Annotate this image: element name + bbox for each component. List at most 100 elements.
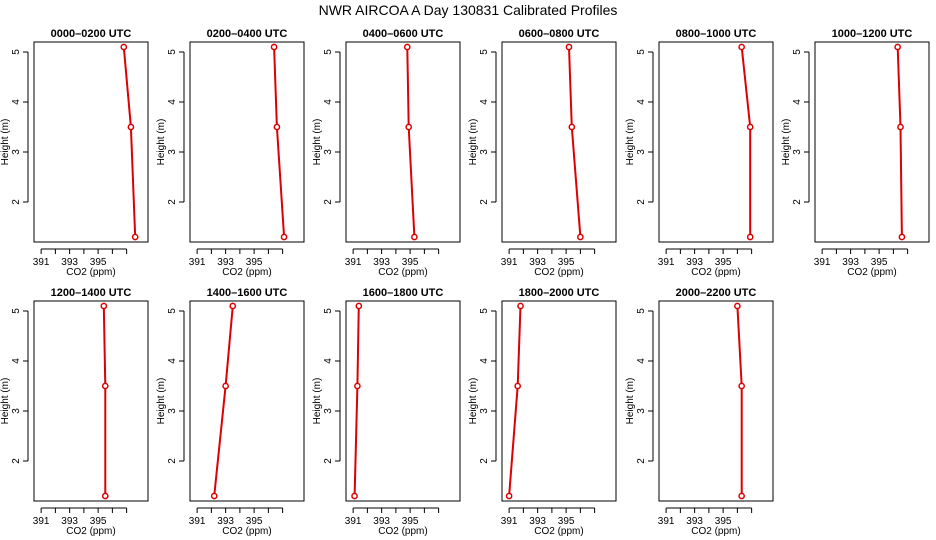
y-tick-label: 2 — [323, 199, 334, 205]
y-tick-label: 3 — [11, 408, 22, 414]
y-tick-label: 5 — [11, 308, 22, 314]
data-point — [738, 382, 746, 390]
y-tick-label: 3 — [636, 149, 647, 155]
data-point — [273, 123, 281, 131]
x-tick-label: 395 — [246, 516, 263, 527]
data-point — [210, 492, 218, 500]
x-tick-label: 393 — [529, 516, 546, 527]
panel-title: 1200–1400 UTC — [51, 287, 132, 299]
data-point — [351, 492, 358, 500]
y-tick-label: 3 — [479, 149, 490, 155]
x-axis-label: CO2 (ppm) — [847, 267, 896, 278]
data-point — [355, 302, 363, 310]
panel-title: 0400–0600 UTC — [363, 28, 444, 40]
y-tick-label: 2 — [636, 458, 647, 464]
y-tick-label: 5 — [167, 49, 178, 55]
y-axis-label: Height (m) — [625, 378, 636, 425]
y-tick-label: 3 — [11, 149, 22, 155]
y-axis-label: Height (m) — [468, 119, 479, 166]
x-axis-label: CO2 (ppm) — [222, 526, 271, 537]
x-axis-label: CO2 (ppm) — [534, 267, 583, 278]
profile-line — [736, 305, 743, 496]
profile-line — [273, 46, 286, 238]
panel-title: 2000–2200 UTC — [676, 287, 757, 299]
data-point — [354, 382, 361, 390]
x-tick-label: 393 — [217, 257, 234, 268]
y-tick-label: 4 — [11, 99, 22, 105]
x-tick-label: 391 — [345, 516, 362, 527]
data-point — [405, 123, 413, 131]
x-tick-label: 395 — [715, 516, 732, 527]
data-point — [403, 43, 411, 51]
data-point — [131, 233, 139, 241]
profile-line — [213, 305, 234, 497]
y-tick-label: 4 — [323, 99, 334, 105]
x-tick-label: 391 — [658, 257, 675, 268]
x-axis-label: CO2 (ppm) — [66, 526, 115, 537]
y-tick-label: 5 — [479, 308, 490, 314]
data-point — [897, 123, 904, 131]
data-point — [120, 43, 128, 51]
x-tick-label: 395 — [558, 257, 575, 268]
y-tick-label: 3 — [167, 408, 178, 414]
data-point — [505, 492, 513, 500]
panel-title: 1600–1800 UTC — [363, 287, 444, 299]
data-point — [270, 43, 278, 51]
data-point — [127, 123, 135, 131]
x-tick-label: 393 — [373, 516, 390, 527]
data-point — [565, 43, 573, 51]
y-tick-label: 2 — [479, 458, 490, 464]
data-point — [229, 302, 237, 310]
y-axis-label: Height (m) — [468, 378, 479, 425]
y-tick-label: 3 — [792, 149, 803, 155]
x-tick-label: 395 — [715, 257, 732, 268]
x-tick-label: 391 — [189, 516, 206, 527]
data-point — [746, 233, 754, 241]
data-point — [222, 382, 229, 390]
y-tick-label: 2 — [167, 199, 178, 205]
y-tick-label: 2 — [11, 199, 22, 205]
panel-title: 0200–0400 UTC — [207, 28, 288, 40]
y-axis-label: Height (m) — [312, 378, 323, 425]
data-point — [100, 302, 108, 310]
data-point — [514, 382, 522, 390]
y-axis-label: Height (m) — [625, 119, 636, 166]
data-point — [898, 233, 906, 241]
y-tick-label: 4 — [479, 99, 490, 105]
data-point — [734, 302, 741, 310]
y-axis-label: Height (m) — [0, 378, 11, 425]
y-tick-label: 2 — [167, 458, 178, 464]
y-tick-label: 4 — [479, 358, 490, 364]
x-tick-label: 393 — [217, 516, 234, 527]
y-axis-label: Height (m) — [156, 378, 167, 425]
panel-title: 0800–1000 UTC — [676, 28, 757, 40]
y-tick-label: 4 — [11, 358, 22, 364]
profile-line — [122, 46, 137, 238]
x-tick-label: 393 — [61, 516, 78, 527]
x-tick-label: 395 — [871, 257, 888, 268]
x-tick-label: 391 — [33, 257, 50, 268]
x-tick-label: 391 — [189, 257, 206, 268]
x-axis-label: CO2 (ppm) — [691, 526, 740, 537]
x-axis-label: CO2 (ppm) — [534, 526, 583, 537]
y-axis-label: Height (m) — [781, 119, 792, 166]
plot-frame — [345, 41, 461, 243]
profile-line — [508, 305, 522, 497]
y-tick-label: 3 — [636, 408, 647, 414]
data-point — [101, 382, 109, 390]
data-point — [280, 233, 288, 241]
y-tick-label: 5 — [323, 308, 334, 314]
data-point — [101, 492, 109, 500]
y-tick-label: 5 — [479, 49, 490, 55]
y-tick-label: 5 — [323, 49, 334, 55]
x-tick-label: 395 — [402, 257, 419, 268]
profile-line — [353, 305, 360, 497]
x-tick-label: 395 — [558, 516, 575, 527]
